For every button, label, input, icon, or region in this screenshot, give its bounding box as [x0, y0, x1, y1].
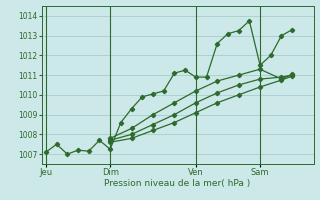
- X-axis label: Pression niveau de la mer( hPa ): Pression niveau de la mer( hPa ): [104, 179, 251, 188]
